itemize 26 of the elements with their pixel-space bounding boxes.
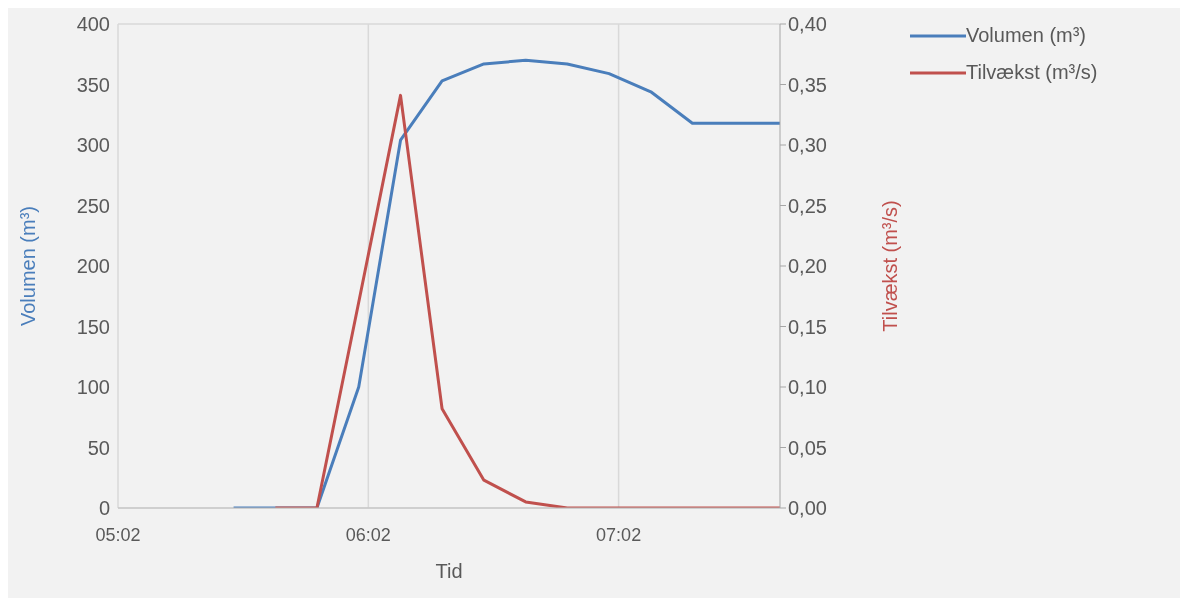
y-tick-label: 100	[76, 376, 110, 399]
y-tick-label: 350	[76, 73, 110, 96]
y-axis-title: Volumen (m³)	[17, 205, 40, 327]
x-tick-label: 06:02	[345, 524, 391, 545]
x-axis-title: Tid	[435, 560, 463, 582]
y-tick-label: 200	[76, 255, 110, 278]
x-tick-label: 05:02	[95, 524, 141, 545]
legend-label: Volumen (m³)	[966, 24, 1087, 47]
y2-tick-label: 0,15	[788, 315, 827, 338]
y2-tick-label: 0,35	[788, 73, 827, 96]
y-tick-label: 400	[76, 13, 110, 36]
x-tick-label: 07:02	[596, 524, 642, 545]
y2-tick-label: 0,20	[788, 255, 827, 278]
y2-tick-label: 0,05	[788, 436, 827, 459]
y-tick-label: 0	[98, 497, 110, 520]
y-tick-label: 150	[76, 315, 110, 338]
y-tick-label: 250	[76, 194, 110, 217]
y-tick-label: 300	[76, 134, 110, 157]
y2-tick-label: 0,25	[788, 194, 827, 217]
y2-tick-label: 0,30	[788, 134, 827, 157]
y2-tick-label: 0,00	[788, 497, 827, 520]
y2-axis-title: Tilvækst (m³/s)	[879, 200, 902, 332]
y-tick-label: 50	[87, 436, 110, 459]
y2-tick-label: 0,40	[788, 13, 827, 36]
legend-label: Tilvækst (m³/s)	[966, 61, 1098, 84]
y2-tick-label: 0,10	[788, 376, 827, 399]
